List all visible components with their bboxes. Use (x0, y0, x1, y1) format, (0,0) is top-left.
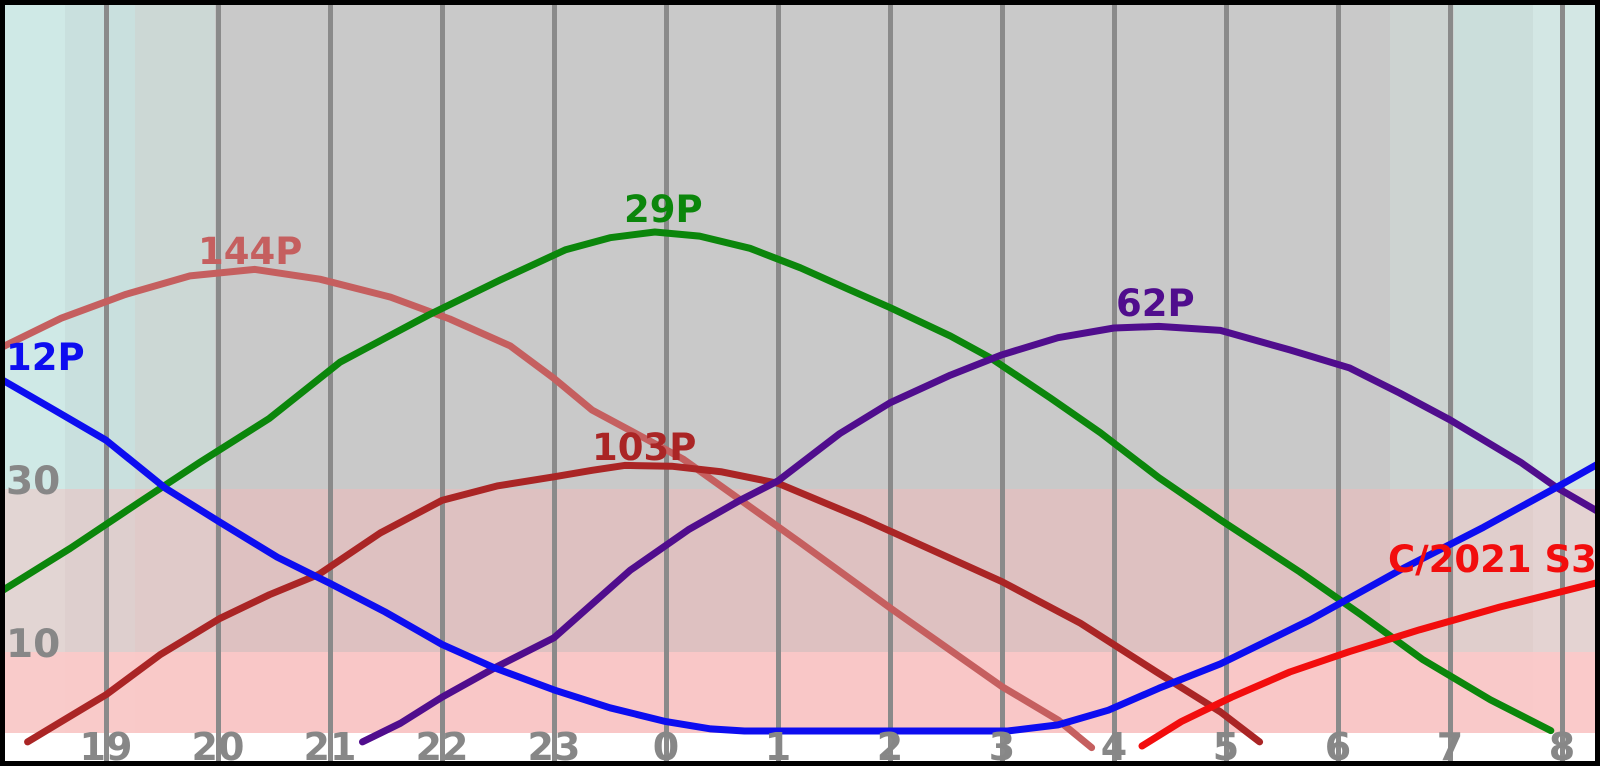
hour-label: 6 (1324, 725, 1352, 769)
twilight-band (5, 5, 65, 733)
hour-label: 7 (1436, 725, 1464, 769)
comet-curve-103P (24, 461, 1264, 746)
hour-gridline (215, 5, 221, 762)
comet-label-103P: 103P (592, 426, 697, 469)
comet-label-62P: 62P (1116, 282, 1195, 325)
comet-curve-62P (359, 322, 1600, 746)
hour-label: 20 (191, 725, 245, 769)
hour-gridline (1559, 5, 1565, 762)
comet-label-12P: 12P (6, 336, 85, 379)
hour-gridline (1111, 5, 1117, 762)
hour-gridline (439, 5, 445, 762)
hour-gridline (1335, 5, 1341, 762)
comet-label-144P: 144P (198, 230, 303, 273)
hour-gridline (551, 5, 557, 762)
hour-label: 8 (1548, 725, 1576, 769)
twilight-band (135, 5, 215, 733)
hour-gridline (103, 5, 109, 762)
low-altitude-band (5, 651, 1595, 733)
altitude-tick-label: 30 (6, 459, 61, 504)
twilight-band (1389, 5, 1455, 733)
comet-label-29P: 29P (624, 188, 703, 231)
hour-label: 4 (1100, 725, 1128, 769)
low-altitude-band (5, 489, 1595, 652)
hour-label: 2 (876, 725, 904, 769)
hour-label: 1 (764, 725, 792, 769)
hour-label: 22 (415, 725, 469, 769)
comet-label-C-2021-S3: C/2021 S3 (1388, 538, 1597, 581)
hour-gridline (1447, 5, 1453, 762)
comet-curve-C-2021-S3 (1138, 578, 1600, 750)
comet-curve-144P (0, 265, 1096, 752)
twilight-band (214, 5, 1390, 733)
hour-label: 3 (988, 725, 1016, 769)
hour-gridline (327, 5, 333, 762)
hour-label: 21 (303, 725, 357, 769)
hour-gridline (663, 5, 669, 762)
hour-gridline (1223, 5, 1229, 762)
hour-gridline (775, 5, 781, 762)
twilight-band (64, 5, 136, 733)
hour-gridline (887, 5, 893, 762)
hour-gridline (999, 5, 1005, 762)
comet-curve-12P (0, 374, 1600, 735)
hour-label: 23 (527, 725, 581, 769)
hour-label: 5 (1212, 725, 1240, 769)
altitude-tick-label: 10 (6, 621, 61, 667)
hour-label: 0 (652, 725, 680, 769)
comet-curve-29P (0, 228, 1555, 735)
hour-label: 19 (79, 725, 133, 769)
